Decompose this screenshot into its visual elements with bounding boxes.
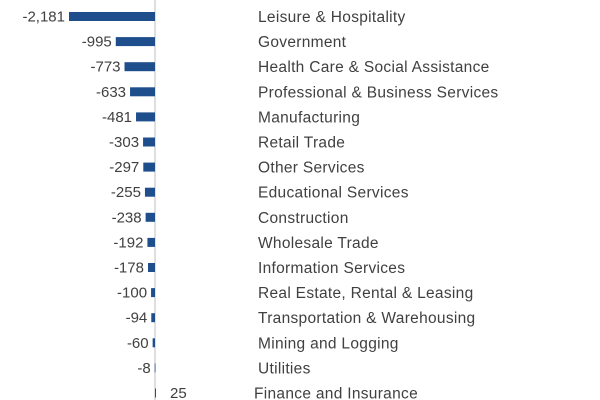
bar-3 (130, 87, 155, 97)
bar-12 (151, 313, 155, 323)
bar-6 (143, 162, 155, 172)
value-label-6: -297 (109, 159, 139, 176)
bar-8 (145, 212, 155, 222)
value-label-2: -773 (90, 59, 120, 76)
category-label-4: Manufacturing (258, 109, 360, 126)
value-label-4: -481 (102, 109, 132, 126)
value-label-15: 25 (170, 385, 187, 400)
bar-4 (136, 112, 155, 122)
category-label-10: Information Services (258, 260, 405, 277)
value-label-7: -255 (111, 184, 141, 201)
category-label-6: Other Services (258, 160, 365, 177)
category-label-0: Leisure & Hospitality (258, 9, 406, 26)
value-label-0: -2,181 (22, 9, 65, 26)
category-label-7: Educational Services (258, 185, 409, 202)
value-label-5: -303 (109, 134, 139, 151)
value-label-13: -60 (127, 335, 149, 352)
category-label-2: Health Care & Social Assistance (258, 59, 490, 76)
category-label-5: Retail Trade (258, 135, 345, 152)
category-label-13: Mining and Logging (258, 335, 399, 352)
category-label-3: Professional & Business Services (258, 84, 498, 101)
category-label-11: Real Estate, Rental & Leasing (258, 285, 474, 302)
value-label-12: -94 (126, 310, 148, 327)
category-label-8: Construction (258, 210, 349, 227)
bar-0 (69, 12, 155, 21)
bar-13 (152, 338, 155, 348)
bar-2 (124, 62, 155, 72)
value-label-9: -192 (113, 234, 143, 251)
bar-1 (115, 37, 155, 47)
value-label-14: -8 (137, 360, 150, 377)
value-label-10: -178 (114, 260, 144, 277)
value-label-3: -633 (96, 84, 126, 101)
category-label-14: Utilities (258, 360, 311, 377)
bar-7 (144, 187, 155, 197)
value-label-1: -995 (82, 34, 112, 51)
bar-9 (147, 237, 155, 247)
value-label-11: -100 (117, 285, 147, 302)
bar-5 (143, 137, 155, 147)
category-label-15: Finance and Insurance (254, 386, 418, 400)
bar-11 (151, 288, 155, 298)
category-label-12: Transportation & Warehousing (258, 310, 475, 327)
bar-10 (147, 263, 155, 272)
bar-15 (155, 388, 156, 398)
bar-14 (154, 363, 156, 373)
value-label-8: -238 (112, 209, 142, 226)
category-label-9: Wholesale Trade (258, 235, 379, 252)
category-label-1: Government (258, 34, 347, 51)
